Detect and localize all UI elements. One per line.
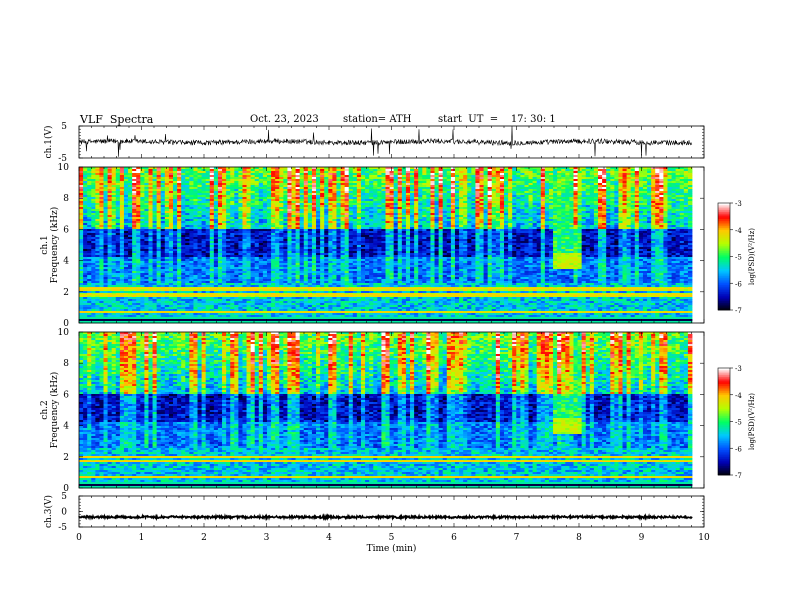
ch1-spectrogram-image	[79, 167, 693, 324]
y-tick-label: 4	[63, 422, 69, 432]
x-tick-label: 0	[76, 533, 82, 543]
channel-label: ch.2	[40, 400, 50, 419]
y-tick-label: 4	[63, 257, 69, 267]
y-tick-label: 5	[61, 122, 67, 132]
start-time-label: start UT = 17: 30: 1	[438, 114, 556, 125]
y-tick-label: 8	[63, 194, 69, 204]
colorbar-tick-label: -4	[735, 227, 742, 235]
x-axis-label: Time (min)	[367, 543, 417, 554]
y-axis-label: ch.3(V)	[43, 495, 54, 528]
x-tick-label: 2	[201, 533, 207, 543]
x-tick-label: 1	[139, 533, 145, 543]
colorbar-tick-label: -6	[735, 280, 742, 288]
ch1-waveform-line	[78, 126, 693, 157]
channel-label: ch.1	[40, 235, 50, 254]
ch2-spectrogram-image	[79, 332, 693, 489]
y-tick-label: 2	[63, 453, 69, 463]
x-tick-label: 3	[264, 533, 270, 543]
colorbar	[718, 203, 730, 311]
x-tick-label: 4	[326, 533, 332, 543]
colorbar-tick-label: -3	[735, 365, 742, 373]
colorbar-label: log(PSD)(V²/Hz)	[748, 393, 756, 450]
colorbar-tick-label: -4	[735, 392, 742, 400]
y-tick-label: 10	[58, 328, 70, 338]
colorbar-tick-label: -6	[735, 445, 742, 453]
colorbar-label: log(PSD)(V²/Hz)	[748, 228, 756, 285]
colorbar-tick-label: -3	[735, 200, 742, 208]
colorbar	[718, 368, 730, 476]
colorbar-tick-label: -5	[735, 254, 742, 262]
y-tick-label: 8	[63, 359, 69, 369]
x-tick-label: 6	[451, 533, 457, 543]
x-tick-label: 9	[639, 533, 645, 543]
chart-title: VLF Spectra	[80, 113, 153, 126]
x-tick-label: 8	[576, 533, 582, 543]
colorbar-tick-label: -5	[735, 419, 742, 427]
x-tick-label: 10	[698, 533, 710, 543]
colorbar-tick-label: -7	[735, 472, 742, 480]
station-label: station= ATH	[343, 114, 411, 125]
y-tick-label: -5	[58, 523, 67, 533]
y-axis-label: Frequency (kHz)	[49, 207, 60, 284]
y-axis-label: ch.1(V)	[43, 126, 54, 159]
y-axis-label: Frequency (kHz)	[49, 372, 60, 449]
y-tick-label: 2	[63, 288, 69, 298]
panel-frame-4	[78, 495, 705, 528]
colorbar-tick-label: -7	[735, 307, 742, 315]
date-label: Oct. 23, 2023	[250, 114, 319, 125]
y-tick-label: 6	[63, 225, 69, 235]
y-tick-label: 6	[63, 390, 69, 400]
y-tick-label: 0	[63, 484, 69, 494]
x-tick-label: 7	[514, 533, 520, 543]
y-tick-label: -5	[58, 154, 67, 164]
y-tick-label: 10	[58, 163, 70, 173]
y-tick-label: 0	[63, 319, 69, 329]
y-tick-label: 0	[61, 508, 67, 518]
ch3-waveform-line	[78, 513, 693, 522]
y-tick-label: 5	[61, 492, 67, 502]
x-tick-label: 5	[389, 533, 395, 543]
